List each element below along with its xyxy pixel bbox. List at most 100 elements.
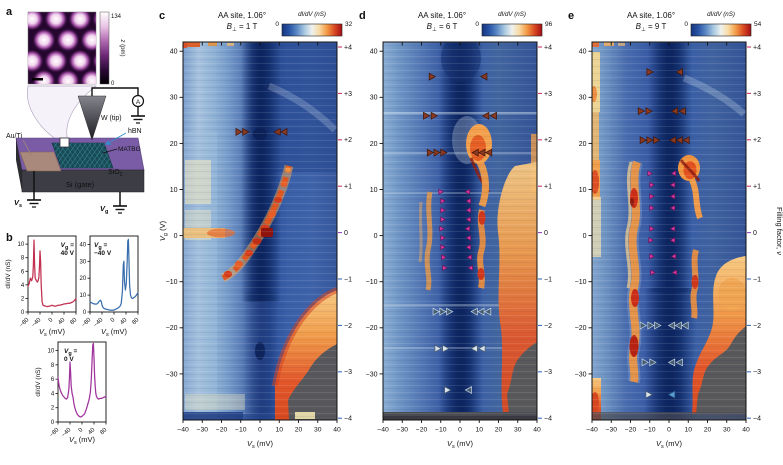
feature-arrow-magenta — [649, 193, 655, 200]
vs-label: Vs — [14, 198, 22, 209]
y-tick-label: 10 — [18, 242, 25, 248]
feature-arrow-magenta — [440, 216, 446, 223]
stack-side — [16, 138, 22, 192]
y-tick-label: 8 — [21, 256, 25, 262]
y-tick-label: 30 — [370, 95, 378, 102]
spectrum1-ylabel: dI/dV (nS) — [5, 259, 12, 288]
panel-b: b 0 2 4 6 8 10 −80 −40 0 40 80 0 10 20 30 40 −80 −40 0 40 8… — [2, 230, 156, 465]
feature-arrow-slate — [446, 307, 454, 316]
filling-factor-label: +4 — [544, 44, 552, 51]
feature-arrow-magenta — [669, 237, 676, 244]
feature-arrow-brown — [235, 127, 243, 136]
sample-schematic — [15, 137, 145, 193]
y-tick-label: 30 — [579, 95, 587, 102]
panel-c: c AA site, 1.06° B⊥ = 1 T dI/dV (nS) 0 3… — [156, 4, 358, 462]
x-tick-label: 40 — [87, 427, 96, 436]
feature-arrow-magenta — [669, 193, 676, 200]
filling-factor-label: −1 — [753, 276, 761, 283]
feature-arrow-slate — [432, 307, 440, 316]
y-tick-label: 4 — [21, 283, 25, 289]
feature-arrow-magenta — [650, 269, 656, 276]
filling-factor-label: 0 — [544, 230, 548, 237]
y-tick-label: 0 — [374, 233, 378, 240]
panel-c-ylabel: Vg (V) — [158, 220, 169, 241]
feature-arrow-brown — [481, 111, 490, 120]
x-tick-label: 20 — [704, 427, 712, 434]
x-tick-label: 40 — [57, 317, 66, 326]
panel-e-label: e — [568, 10, 574, 22]
y-tick-label: 10 — [170, 187, 178, 194]
spectrum2-xlabel: Vs (mV) — [101, 327, 128, 338]
topography-inset — [27, 11, 97, 85]
ammeter: A — [131, 94, 145, 124]
filling-factor-label: +1 — [753, 184, 761, 191]
colorbar-label: dI/dV (nS) — [707, 11, 735, 18]
y-tick-label: 40 — [80, 242, 87, 248]
y-tick-label: −10 — [575, 279, 587, 286]
feature-arrow-magenta — [439, 225, 445, 232]
panel-a: a 134 0 z (pm) A — [4, 2, 156, 230]
colorbar-max: 96 — [545, 21, 553, 28]
annotation-vg-40: Vg = — [94, 242, 108, 251]
x-tick-label: 80 — [99, 427, 108, 436]
y-tick-label: 6 — [51, 377, 55, 383]
panel-d-colorbar: dI/dV (nS) 0 96 — [475, 11, 553, 37]
feature-arrow-magenta — [670, 170, 677, 177]
feature-arrow-brown — [426, 148, 435, 157]
feature-arrow-magenta — [649, 204, 655, 212]
x-tick-label: 10 — [475, 427, 483, 434]
feature-arrow-brown — [440, 148, 448, 157]
feature-arrow-magenta — [465, 244, 471, 251]
au-ti-contact — [19, 151, 62, 172]
annotation-vg40-value: 40 V — [61, 250, 75, 257]
y-tick-label: 6 — [21, 269, 25, 275]
filling-factor-label: +2 — [753, 137, 761, 144]
feature-arrow-magenta — [647, 170, 653, 177]
feature-arrow-brown — [480, 72, 488, 81]
x-tick-label: −40 — [31, 317, 43, 329]
x-tick-label: 0 — [48, 317, 55, 324]
filling-factor-label: −4 — [753, 416, 761, 423]
x-tick-label: −10 — [235, 427, 247, 434]
y-tick-label: 10 — [48, 349, 55, 355]
y-tick-label: 8 — [51, 363, 55, 369]
x-tick-label: −20 — [216, 427, 228, 434]
y-tick-label: 30 — [170, 95, 178, 102]
panel-d-xlabel: Vs (mV) — [447, 439, 474, 450]
x-tick-label: 80 — [131, 317, 140, 326]
y-tick-label: 20 — [579, 141, 587, 148]
x-tick-label: −40 — [61, 427, 73, 439]
y-tick-label: 40 — [370, 49, 378, 56]
panel-d-title: AA site, 1.06° — [418, 11, 466, 20]
x-tick-label: −20 — [625, 427, 637, 434]
feature-arrow-brown — [637, 107, 646, 116]
y-tick-label: −10 — [166, 279, 178, 286]
y-tick-label: 0 — [51, 420, 55, 426]
vg-terminal: Vg — [100, 192, 127, 215]
x-tick-label: 40 — [742, 427, 750, 434]
matbg-label: MATBG — [118, 146, 141, 153]
matbg-flake — [51, 142, 114, 169]
feature-arrow-brown — [645, 107, 653, 116]
feature-arrow-slate — [439, 307, 447, 316]
feature-arrow-brown — [428, 72, 437, 81]
feature-arrow-grayOpen — [645, 390, 653, 399]
x-tick-label: 30 — [314, 427, 322, 434]
feature-arrow-brown — [484, 148, 493, 157]
filling-factor-label: −2 — [344, 323, 352, 330]
spectrum1-xlabel: Vs (mV) — [39, 327, 66, 338]
annotation-vg0: Vg = — [64, 348, 78, 357]
x-tick-label: 0 — [667, 427, 671, 434]
y-tick-label: 0 — [21, 310, 25, 316]
y-tick-label: −20 — [575, 325, 587, 332]
au-ti-label: Au/Ti — [6, 133, 23, 140]
x-tick-label: 30 — [723, 427, 731, 434]
x-tick-label: 0 — [78, 427, 85, 434]
feature-arrow-magenta — [670, 253, 677, 260]
feature-arrow-slate — [464, 386, 472, 395]
x-tick-label: 0 — [258, 427, 262, 434]
y-tick-label: 30 — [80, 259, 87, 265]
y-tick-label: −20 — [166, 325, 178, 332]
